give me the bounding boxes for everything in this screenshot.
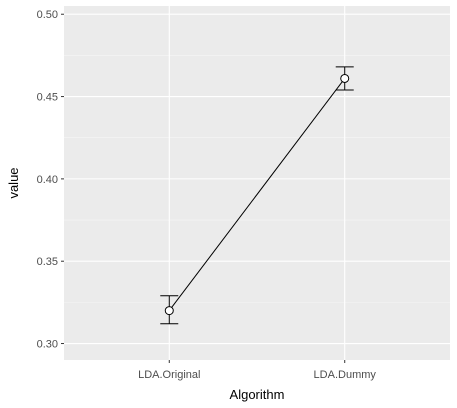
- y-axis-title: value: [6, 167, 21, 198]
- series-line: [168, 78, 346, 311]
- x-tick-label: LDA.Dummy: [314, 369, 377, 381]
- x-tick-label: LDA.Original: [138, 369, 200, 381]
- data-point: [340, 73, 350, 83]
- y-tick-label: 0.30: [37, 339, 58, 351]
- data-marks: [160, 66, 354, 325]
- x-axis-title: Algorithm: [230, 387, 285, 402]
- x-axis: LDA.Original LDA.Dummy: [138, 360, 376, 381]
- y-tick-label: 0.50: [37, 9, 58, 21]
- y-axis: 0.30 0.35 0.40 0.45 0.50: [37, 9, 64, 351]
- grid-minor: [64, 55, 450, 303]
- y-tick-label: 0.45: [37, 92, 58, 104]
- y-tick-label: 0.35: [37, 256, 58, 268]
- plot-panel: [64, 6, 450, 360]
- data-point: [164, 306, 174, 316]
- y-tick-label: 0.40: [37, 174, 58, 186]
